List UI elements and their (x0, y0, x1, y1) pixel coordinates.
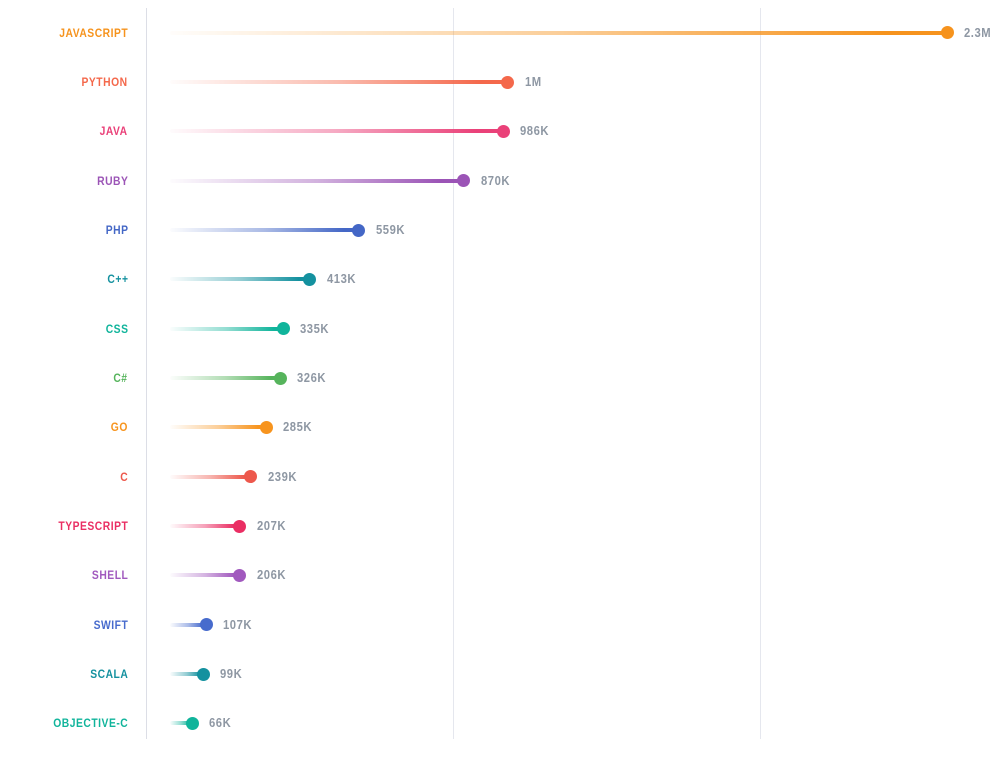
data-point-dot (273, 371, 287, 385)
chart-row: SHELL 206K (0, 551, 1000, 600)
chart-row: PHP 559K (0, 205, 1000, 254)
category-label: C# (113, 371, 128, 386)
vertical-gridline (760, 8, 761, 739)
chart-row: C 239K (0, 452, 1000, 501)
chart-row: PYTHON 1M (0, 57, 1000, 106)
chart-row: JAVASCRIPT 2.3M (0, 8, 1000, 57)
value-line (170, 524, 240, 529)
chart-row: OBJECTIVE-C 66K (0, 699, 1000, 748)
value-line (170, 129, 504, 134)
chart-row: JAVA 986K (0, 107, 1000, 156)
vertical-gridline (453, 8, 454, 739)
data-point-dot (352, 223, 366, 237)
value-label: 107K (223, 617, 253, 632)
chart-row: SWIFT 107K (0, 600, 1000, 649)
category-label: JAVASCRIPT (58, 25, 128, 40)
category-label: C++ (106, 272, 128, 287)
value-label: 2.3M (964, 25, 992, 40)
value-label: 1M (524, 75, 542, 90)
value-label: 285K (283, 420, 313, 435)
chart-row: TYPESCRIPT 207K (0, 501, 1000, 550)
category-label: SWIFT (93, 617, 128, 632)
value-line (170, 80, 508, 85)
value-line (170, 30, 947, 35)
data-point-dot (199, 618, 213, 632)
y-axis-line (146, 8, 147, 739)
value-label: 413K (326, 272, 356, 287)
data-point-dot (259, 420, 273, 434)
chart-row: GO 285K (0, 403, 1000, 452)
value-line (170, 326, 284, 331)
value-label: 559K (375, 223, 405, 238)
value-label: 207K (256, 519, 286, 534)
category-label: RUBY (96, 173, 128, 188)
chart-row: C# 326K (0, 353, 1000, 402)
value-line (170, 425, 267, 430)
chart-row: RUBY 870K (0, 156, 1000, 205)
data-point-dot (244, 470, 258, 484)
value-label: 206K (256, 568, 286, 583)
data-point-dot (185, 716, 199, 730)
value-line (170, 474, 251, 479)
category-label: PYTHON (81, 75, 128, 90)
category-label: OBJECTIVE-C (52, 716, 128, 731)
value-line (170, 721, 193, 726)
data-point-dot (501, 75, 515, 89)
chart-rows: JAVASCRIPT 2.3M PYTHON 1M JAVA 986K RUBY… (0, 8, 1000, 748)
category-label: TYPESCRIPT (58, 519, 128, 534)
value-line (170, 672, 204, 677)
data-point-dot (276, 322, 290, 336)
value-line (170, 376, 281, 381)
category-label: SCALA (89, 667, 128, 682)
data-point-dot (940, 26, 954, 40)
data-point-dot (233, 519, 247, 533)
category-label: PHP (105, 223, 128, 238)
value-line (170, 178, 464, 183)
category-label: CSS (105, 321, 128, 336)
data-point-dot (196, 667, 210, 681)
value-line (170, 277, 310, 282)
category-label: C (120, 469, 128, 484)
value-label: 986K (520, 124, 550, 139)
value-label: 335K (300, 321, 330, 336)
value-line (170, 228, 359, 233)
data-point-dot (496, 124, 510, 138)
chart-row: SCALA 99K (0, 649, 1000, 698)
value-label: 326K (297, 371, 327, 386)
data-point-dot (303, 272, 317, 286)
data-point-dot (457, 174, 471, 188)
value-label: 66K (209, 716, 232, 731)
chart-row: CSS 335K (0, 304, 1000, 353)
chart-row: C++ 413K (0, 255, 1000, 304)
category-label: JAVA (99, 124, 128, 139)
category-label: SHELL (91, 568, 128, 583)
value-label: 99K (220, 667, 243, 682)
data-point-dot (233, 568, 247, 582)
value-label: 870K (480, 173, 510, 188)
value-line (170, 622, 207, 627)
value-line (170, 573, 240, 578)
value-label: 239K (267, 469, 297, 484)
category-label: GO (110, 420, 128, 435)
